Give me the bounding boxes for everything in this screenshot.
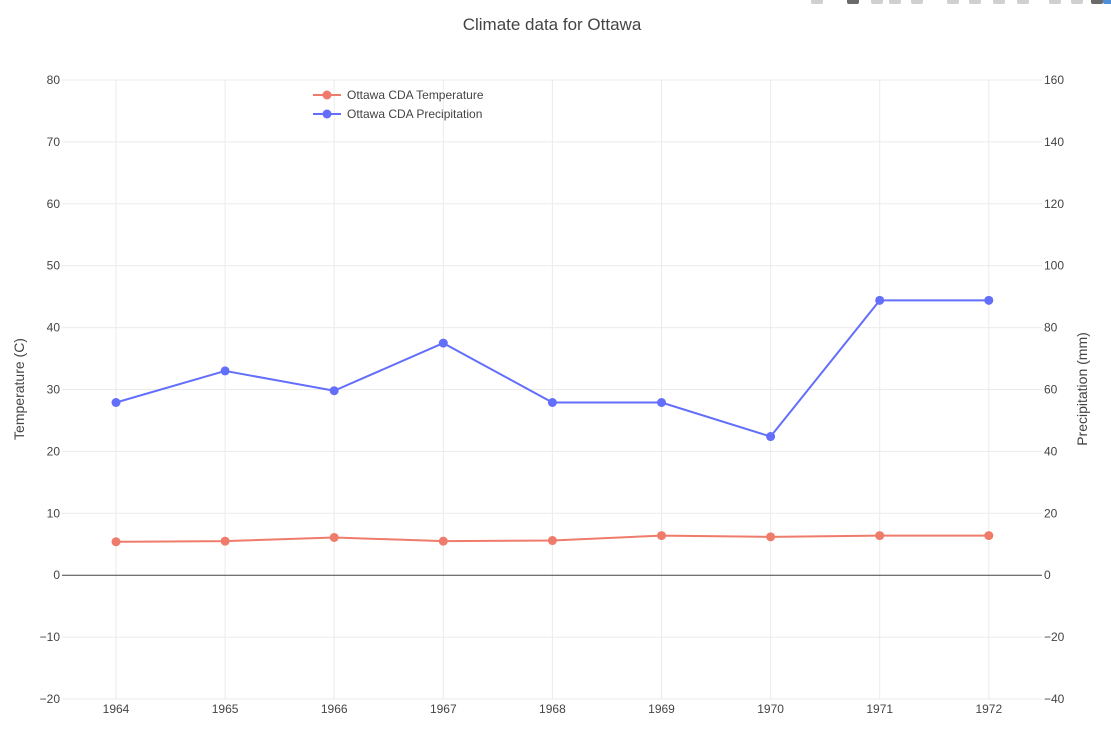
y-axis-right-title: Precipitation (mm) [1074, 332, 1090, 446]
legend-swatch-marker [322, 109, 332, 119]
series-point-0[interactable] [111, 537, 121, 547]
series-point-0[interactable] [984, 531, 994, 541]
reset-axes-icon[interactable] [1017, 0, 1029, 4]
series-point-0[interactable] [547, 536, 557, 546]
x-tick-label: 1965 [212, 702, 239, 716]
box-select-icon[interactable] [889, 0, 901, 4]
x-tick-label: 1966 [321, 702, 348, 716]
series-point-1[interactable] [766, 432, 776, 442]
series-point-1[interactable] [220, 366, 230, 376]
series-point-0[interactable] [766, 532, 776, 542]
y-left-tick-label: 80 [47, 73, 61, 87]
plotly-logo-icon[interactable] [1103, 0, 1111, 4]
legend-item-0[interactable]: Ottawa CDA Temperature [313, 88, 484, 102]
x-tick-label: 1968 [539, 702, 566, 716]
legend-swatch-marker [322, 90, 332, 100]
y-left-tick-label: 10 [47, 506, 61, 520]
series-point-1[interactable] [875, 295, 885, 305]
zoom-icon[interactable] [847, 0, 859, 4]
axis-layer: −20 −10 0 10 20 30 40 50 60 70 80 −40 −20 0 20 40 60 80 10… [40, 73, 1065, 716]
zoom-out-icon[interactable] [969, 0, 981, 4]
lasso-icon[interactable] [911, 0, 923, 4]
series-point-0[interactable] [438, 536, 448, 546]
y-right-tick-label: −20 [1044, 630, 1065, 644]
y-right-tick-label: 0 [1044, 568, 1051, 582]
modebar [771, 0, 1111, 6]
series-point-1[interactable] [438, 338, 448, 348]
y-left-tick-label: 30 [47, 383, 61, 397]
y-left-tick-label: 20 [47, 444, 61, 458]
y-right-tick-label: 80 [1044, 321, 1058, 335]
series-point-1[interactable] [329, 386, 339, 396]
x-tick-label: 1970 [757, 702, 784, 716]
y-right-tick-label: 20 [1044, 506, 1058, 520]
y-left-tick-label: 60 [47, 197, 61, 211]
series-point-0[interactable] [875, 531, 885, 541]
series-point-0[interactable] [220, 536, 230, 546]
legend-label: Ottawa CDA Precipitation [347, 107, 482, 121]
y-right-tick-label: 140 [1044, 135, 1064, 149]
x-tick-label: 1969 [648, 702, 675, 716]
x-tick-label: 1972 [975, 702, 1002, 716]
x-tick-label: 1964 [103, 702, 130, 716]
y-right-tick-label: −40 [1044, 692, 1065, 706]
y-right-tick-label: 40 [1044, 444, 1058, 458]
series-point-0[interactable] [329, 532, 339, 542]
series-point-1[interactable] [984, 295, 994, 305]
y-left-tick-label: −20 [40, 692, 61, 706]
hover-closest-icon[interactable] [1071, 0, 1083, 4]
pan-icon[interactable] [871, 0, 883, 4]
legend-label: Ottawa CDA Temperature [347, 88, 484, 102]
grid-layer [62, 79, 1042, 700]
y-right-tick-label: 100 [1044, 259, 1064, 273]
autoscale-icon[interactable] [993, 0, 1005, 4]
chart-title: Climate data for Ottawa [463, 15, 642, 34]
y-right-tick-label: 120 [1044, 197, 1064, 211]
y-right-tick-label: 60 [1044, 383, 1058, 397]
y-right-tick-label: 160 [1044, 73, 1064, 87]
series-layer [111, 295, 994, 547]
camera-icon[interactable] [811, 0, 823, 4]
spike-lines-icon[interactable] [1049, 0, 1061, 4]
series-point-1[interactable] [111, 397, 121, 407]
y-axis-left-title: Temperature (C) [11, 338, 27, 440]
y-left-tick-label: −10 [40, 630, 61, 644]
hover-compare-icon[interactable] [1091, 0, 1103, 4]
y-left-tick-label: 50 [47, 259, 61, 273]
x-tick-label: 1967 [430, 702, 457, 716]
y-left-tick-label: 0 [53, 568, 60, 582]
y-left-tick-label: 40 [47, 321, 61, 335]
series-point-1[interactable] [547, 397, 557, 407]
y-left-tick-label: 70 [47, 135, 61, 149]
legend[interactable]: Ottawa CDA Temperature Ottawa CDA Precipi… [313, 88, 484, 121]
series-point-0[interactable] [657, 531, 666, 541]
legend-item-1[interactable]: Ottawa CDA Precipitation [313, 107, 482, 121]
x-tick-label: 1971 [866, 702, 893, 716]
zoom-in-icon[interactable] [947, 0, 959, 4]
series-point-1[interactable] [657, 397, 666, 407]
